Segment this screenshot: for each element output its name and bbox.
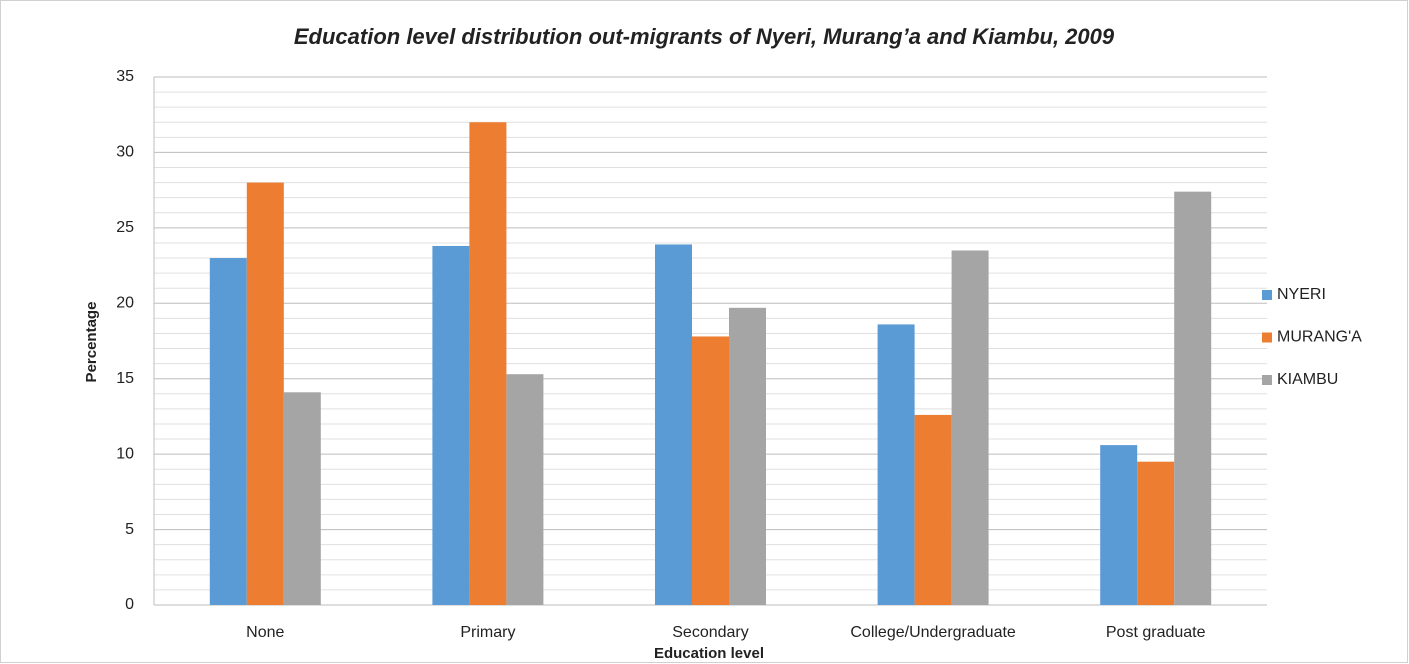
y-tick-label: 0 — [125, 596, 134, 613]
bar — [1137, 461, 1175, 605]
legend-label: KIAMBU — [1277, 371, 1338, 388]
x-tick-label: Primary — [460, 624, 515, 641]
y-tick-label: 20 — [116, 295, 134, 312]
x-tick-label: Secondary — [672, 624, 749, 641]
bar — [506, 374, 544, 605]
bar — [729, 307, 766, 605]
bar — [692, 336, 729, 605]
legend-swatch — [1262, 290, 1272, 300]
y-tick-label: 10 — [116, 445, 134, 462]
bar — [469, 122, 507, 605]
legend-label: NYERI — [1277, 286, 1326, 303]
bar — [209, 258, 247, 605]
bar — [1174, 191, 1212, 605]
y-tick-label: 35 — [116, 68, 134, 85]
y-tick-label: 30 — [116, 144, 134, 161]
x-axis-title: Education level — [654, 645, 764, 662]
x-tick-label: College/Undergraduate — [850, 624, 1016, 641]
bar — [246, 182, 284, 605]
bar — [914, 414, 952, 605]
y-tick-label: 5 — [125, 521, 134, 538]
bar — [951, 250, 989, 605]
legend-swatch — [1262, 375, 1272, 385]
chart-title: Education level distribution out-migrant… — [294, 24, 1115, 49]
y-tick-label: 25 — [116, 219, 134, 236]
bar — [1100, 445, 1138, 605]
y-tick-label: 15 — [116, 370, 134, 387]
bar — [877, 324, 915, 605]
bar — [432, 245, 470, 605]
x-tick-label: Post graduate — [1106, 624, 1206, 641]
bar — [283, 392, 321, 605]
x-tick-label: None — [246, 624, 284, 641]
y-axis-title: Percentage — [83, 302, 100, 383]
legend-label: MURANG'A — [1277, 329, 1362, 346]
bar — [655, 244, 692, 606]
legend-swatch — [1262, 332, 1272, 343]
